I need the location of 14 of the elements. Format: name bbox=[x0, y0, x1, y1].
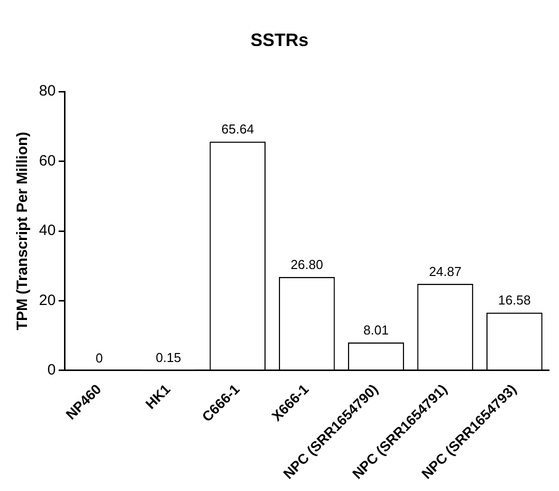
data-label: 0 bbox=[96, 350, 103, 366]
data-label: 26.80 bbox=[290, 257, 324, 272]
data-label: 8.01 bbox=[363, 322, 389, 338]
chart-title: SSTRs bbox=[250, 30, 309, 50]
y-tick-label: 40 bbox=[38, 222, 56, 240]
y-tick-label: 60 bbox=[38, 152, 56, 170]
y-tick-label: 20 bbox=[38, 292, 56, 309]
y-axis-title: TPM (Transcript Per Million) bbox=[14, 132, 32, 330]
data-label: 0.15 bbox=[156, 350, 182, 365]
data-label: 16.58 bbox=[498, 292, 531, 308]
data-label: 24.87 bbox=[428, 264, 462, 279]
y-tick-label: 80 bbox=[38, 82, 56, 100]
y-tick-label: 0 bbox=[47, 362, 56, 379]
data-label: 65.64 bbox=[221, 122, 254, 137]
